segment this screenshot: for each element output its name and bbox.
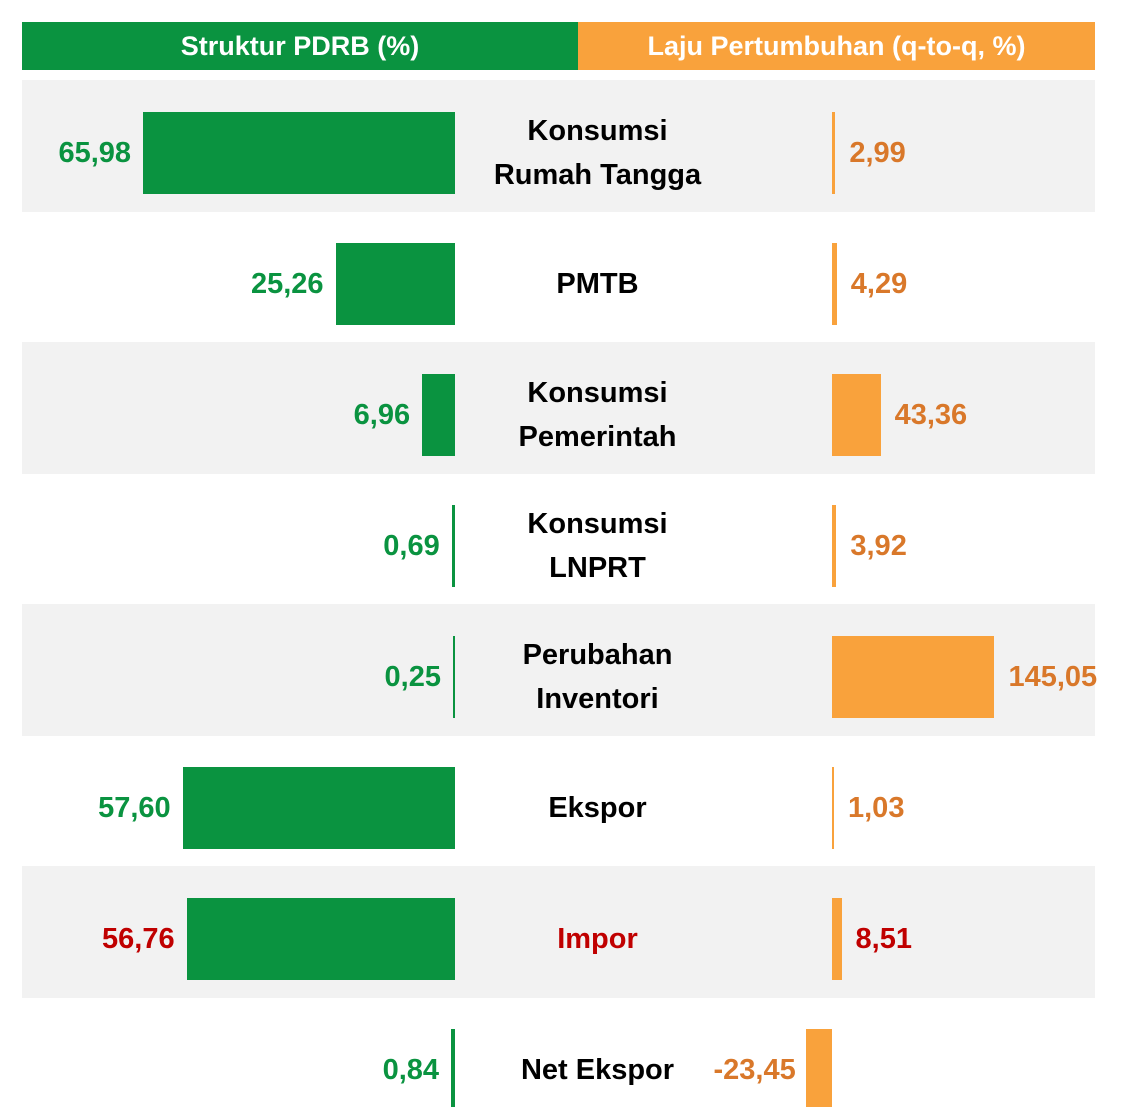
bar bbox=[182, 767, 455, 849]
value-label: 56,76 bbox=[102, 923, 175, 955]
value-label: 145,05 bbox=[1008, 661, 1098, 693]
bar bbox=[186, 898, 455, 980]
bar bbox=[832, 112, 836, 194]
bar bbox=[832, 374, 881, 456]
category-label: PMTB bbox=[556, 268, 639, 300]
bar bbox=[143, 112, 455, 194]
value-label: 57,60 bbox=[98, 792, 171, 824]
category-label: Perubahan Inventori bbox=[522, 639, 673, 715]
category-label: Konsumsi LNPRT bbox=[527, 508, 668, 584]
category-label: Konsumsi Pemerintah bbox=[518, 377, 677, 453]
bar bbox=[832, 243, 837, 325]
value-label: 0,69 bbox=[383, 530, 440, 562]
bar bbox=[451, 1029, 455, 1107]
bar bbox=[832, 505, 837, 587]
bar bbox=[422, 374, 455, 456]
value-label: 1,03 bbox=[848, 792, 905, 824]
bar bbox=[453, 636, 455, 718]
bar bbox=[832, 767, 834, 849]
bar bbox=[335, 243, 455, 325]
value-label: 8,51 bbox=[855, 923, 912, 955]
category-label: Ekspor bbox=[548, 792, 647, 824]
bar bbox=[451, 505, 455, 587]
row-band bbox=[22, 342, 1095, 474]
value-label: 25,26 bbox=[250, 268, 324, 300]
category-label: Impor bbox=[557, 923, 638, 955]
value-label: 3,92 bbox=[850, 530, 907, 562]
value-label: 0,25 bbox=[384, 661, 441, 693]
value-label: 4,29 bbox=[850, 268, 908, 300]
bar bbox=[832, 636, 995, 718]
category-label: Konsumsi Rumah Tangga bbox=[493, 115, 702, 191]
bar bbox=[805, 1029, 832, 1107]
value-label: 43,36 bbox=[894, 399, 968, 431]
value-label: -23,45 bbox=[713, 1054, 796, 1086]
right-header: Laju Pertumbuhan (q-to-q, %) bbox=[578, 22, 1095, 70]
bar bbox=[832, 898, 842, 980]
value-label: 0,84 bbox=[382, 1054, 440, 1086]
left-header: Struktur PDRB (%) bbox=[22, 22, 578, 70]
value-label: 6,96 bbox=[353, 399, 411, 431]
value-label: 2,99 bbox=[849, 137, 906, 169]
category-label: Net Ekspor bbox=[520, 1054, 675, 1086]
value-label: 65,98 bbox=[58, 137, 132, 169]
